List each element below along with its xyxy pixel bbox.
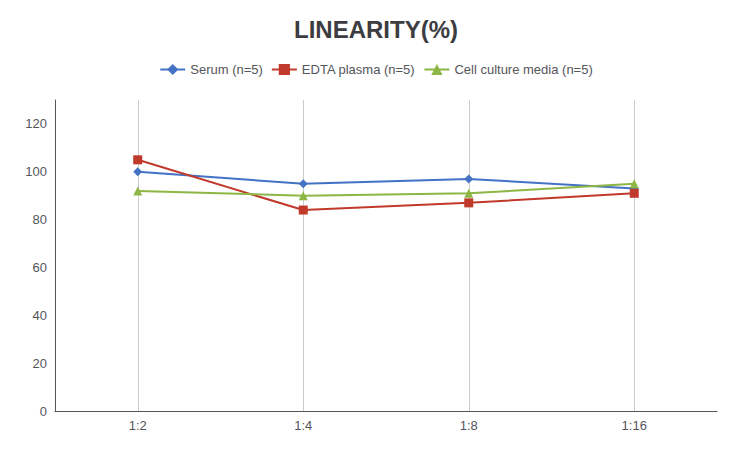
svg-text:80: 80 <box>33 212 47 227</box>
svg-text:120: 120 <box>25 116 47 131</box>
svg-text:Cell culture media (n=5): Cell culture media (n=5) <box>454 62 592 77</box>
svg-text:LINEARITY(%): LINEARITY(%) <box>294 16 458 43</box>
svg-text:1:16: 1:16 <box>622 418 647 433</box>
svg-text:1:4: 1:4 <box>294 418 312 433</box>
svg-text:0: 0 <box>40 404 47 419</box>
svg-text:1:2: 1:2 <box>129 418 147 433</box>
svg-text:20: 20 <box>33 356 47 371</box>
svg-text:Serum (n=5): Serum (n=5) <box>190 62 263 77</box>
svg-text:40: 40 <box>33 308 47 323</box>
svg-text:EDTA plasma (n=5): EDTA plasma (n=5) <box>302 62 415 77</box>
svg-text:100: 100 <box>25 164 47 179</box>
svg-text:60: 60 <box>33 260 47 275</box>
svg-text:1:8: 1:8 <box>460 418 478 433</box>
